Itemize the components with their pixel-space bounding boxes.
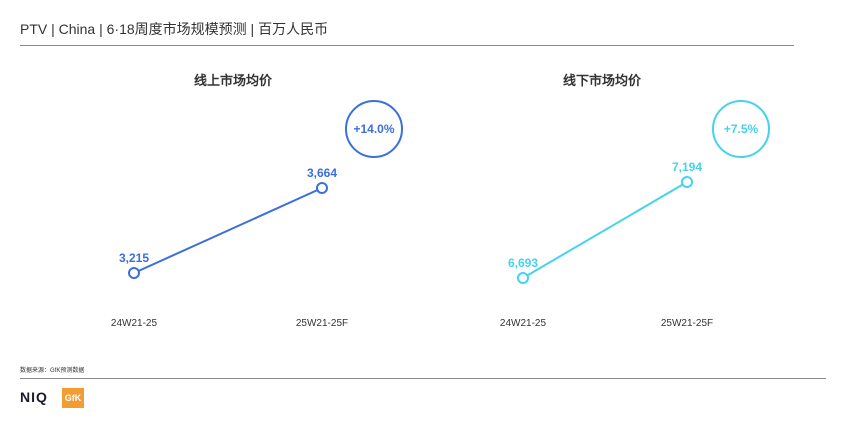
offline-category-label-2: 25W21-25F [661,318,713,329]
online-growth-badge-text: +14.0% [353,122,394,136]
header-divider [20,45,794,46]
offline-growth-badge-text: +7.5% [724,122,759,136]
offline-series-line [522,181,688,279]
offline-point-2 [681,176,693,188]
online-chart: 3,215 3,664 24W21-25 25W21-25F +14.0% [111,100,403,329]
online-chart-title: 线上市场均价 [193,73,272,88]
offline-point-1 [517,272,529,284]
offline-category-label-1: 24W21-25 [500,318,547,329]
online-series-line [133,187,323,274]
online-point-1 [128,267,140,279]
offline-chart-title: 线下市场均价 [562,73,641,88]
offline-growth-badge-circle [712,100,770,158]
page-title: PTV | China | 6·18周度市场规模预测 | 百万人民币 [20,21,329,37]
online-growth-badge-circle [345,100,403,158]
data-source-note: 数据来源：GfK预测数据 [20,368,85,374]
offline-data-label-2: 7,194 [672,160,702,174]
offline-chart: 6,693 7,194 24W21-25 25W21-25F +7.5% [500,100,770,329]
online-category-label-2: 25W21-25F [296,318,348,329]
online-category-label-1: 24W21-25 [111,318,158,329]
online-point-2 [316,182,328,194]
niq-logo: NIQ [20,389,48,405]
gfk-logo: GfK [62,388,84,408]
offline-data-label-1: 6,693 [508,256,538,270]
online-data-label-1: 3,215 [119,251,149,265]
footer-divider [20,378,826,379]
online-data-label-2: 3,664 [307,166,337,180]
